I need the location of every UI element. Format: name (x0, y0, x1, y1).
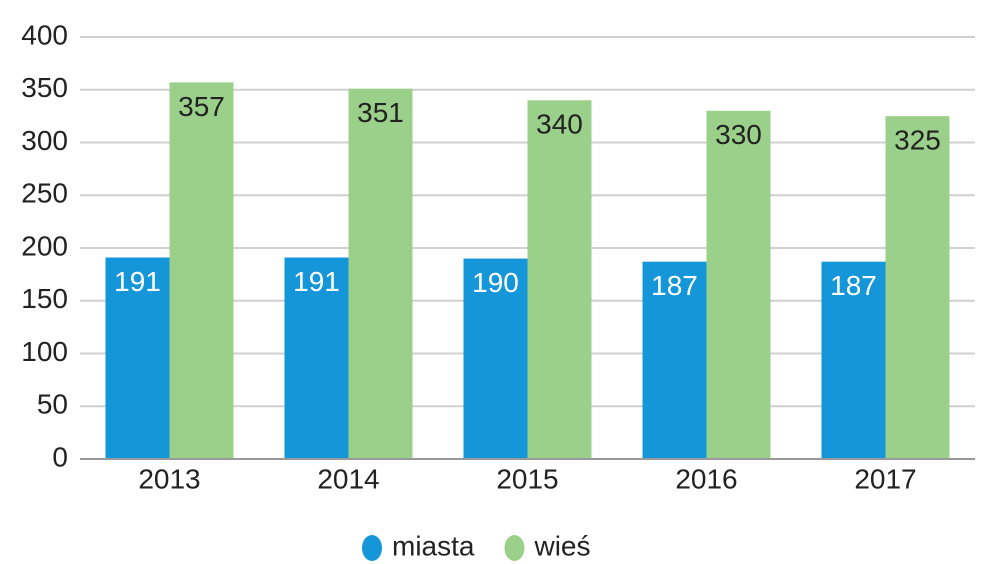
x-tick-label: 2014 (317, 463, 379, 494)
x-tick-label: 2015 (496, 463, 558, 494)
data-label: 187 (830, 270, 877, 301)
bar (348, 88, 413, 459)
x-tick-label: 2016 (675, 463, 737, 494)
legend-marker (362, 535, 382, 561)
data-label: 357 (178, 91, 225, 122)
bar (642, 261, 707, 459)
legend-marker (504, 535, 525, 561)
data-label: 187 (651, 270, 698, 301)
data-label: 330 (715, 119, 762, 150)
bar (706, 110, 771, 459)
y-tick-label: 400 (21, 19, 68, 50)
y-tick-label: 250 (21, 178, 68, 209)
data-label: 191 (114, 266, 161, 297)
bar (169, 82, 234, 460)
bar (527, 100, 592, 460)
legend-label: wieś (533, 530, 590, 561)
y-tick-label: 0 (52, 441, 68, 472)
y-tick-label: 350 (21, 72, 68, 103)
data-label: 191 (293, 266, 340, 297)
data-label: 340 (536, 109, 583, 140)
y-tick-label: 100 (21, 336, 68, 367)
y-tick-label: 50 (37, 389, 68, 420)
bar (105, 257, 170, 459)
legend-label: miasta (392, 530, 475, 561)
data-label: 325 (894, 125, 941, 156)
bar (821, 261, 886, 459)
x-tick-label: 2013 (138, 463, 200, 494)
x-tick-label: 2017 (854, 463, 916, 494)
y-tick-label: 150 (21, 283, 68, 314)
data-label: 351 (357, 97, 404, 128)
y-tick-label: 300 (21, 125, 68, 156)
y-tick-label: 200 (21, 230, 68, 261)
bar (284, 257, 349, 459)
bar (463, 258, 528, 459)
bar (885, 116, 950, 459)
data-label: 190 (472, 267, 519, 298)
